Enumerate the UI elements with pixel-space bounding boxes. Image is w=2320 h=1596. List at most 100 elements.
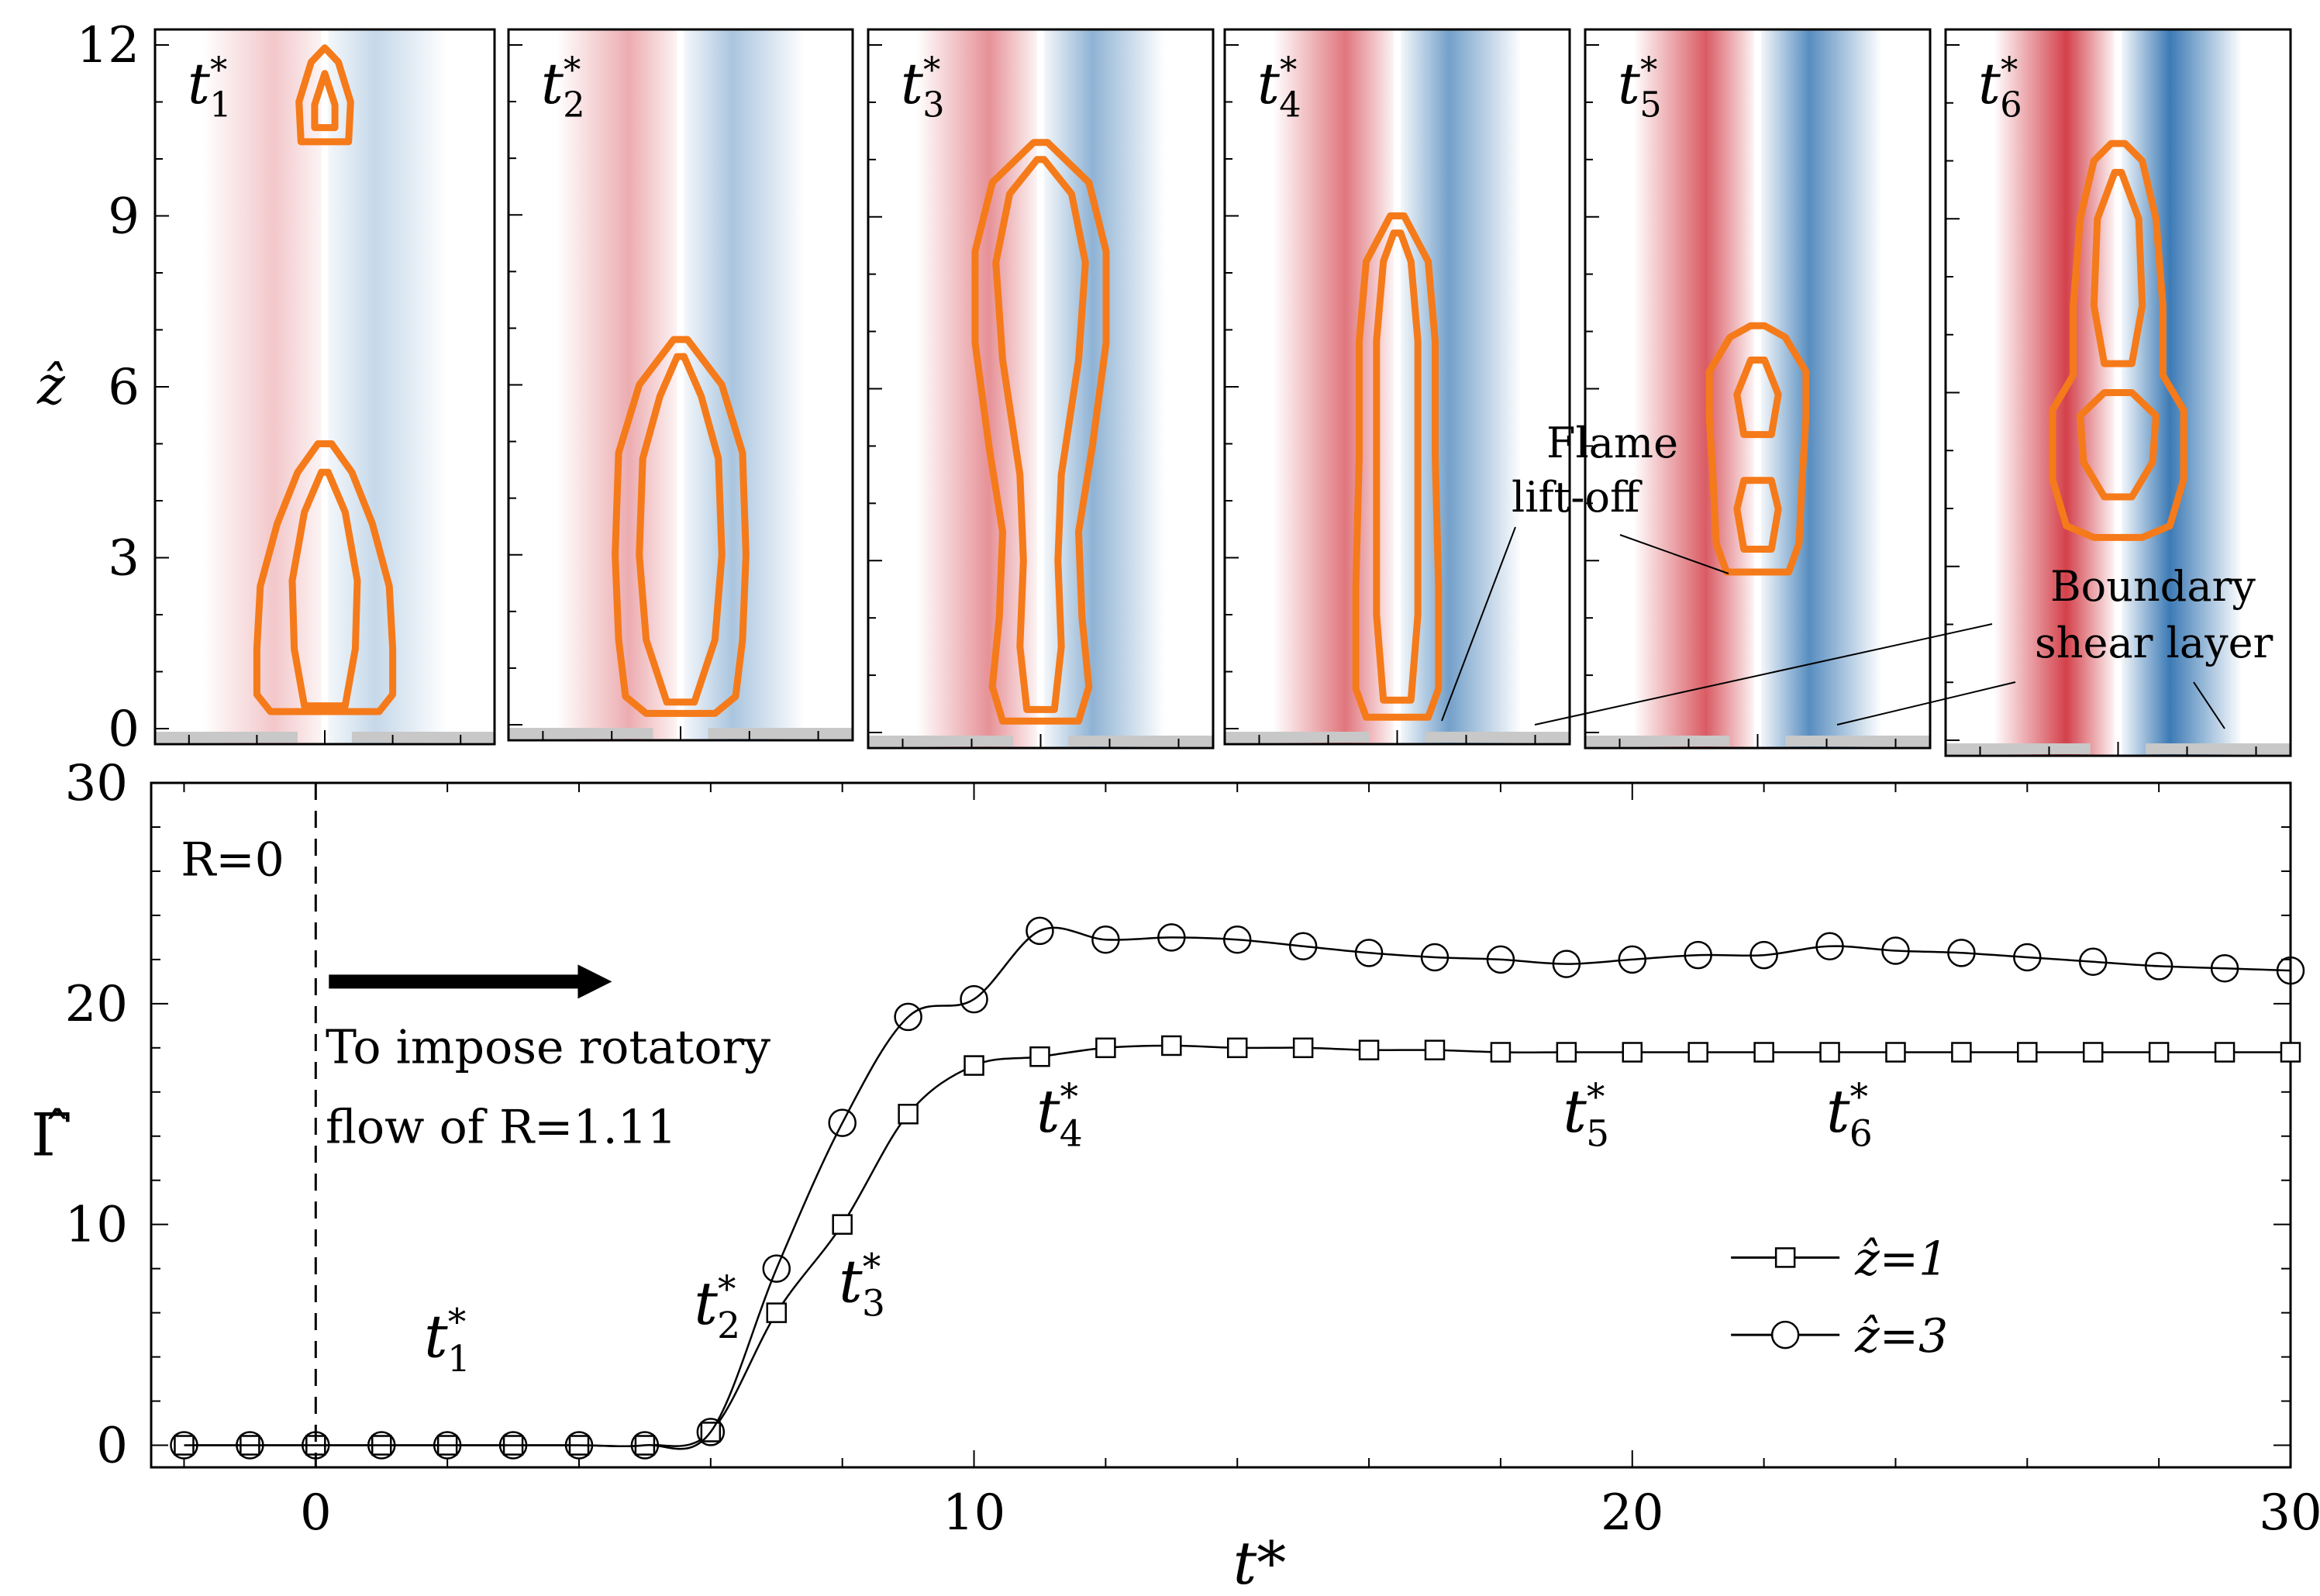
data-point-circle (367, 1431, 396, 1460)
y-tick-label: 30 (65, 755, 128, 812)
data-point-circle (236, 1431, 264, 1460)
data-point-square (832, 1214, 853, 1235)
flame-liftoff-leader-a (1441, 526, 1516, 722)
flame-contour-outer (2049, 140, 2187, 541)
data-point-circle (498, 1431, 528, 1460)
flame-island-outer (295, 44, 354, 146)
data-point-square (2082, 1042, 2104, 1063)
nozzle-wall-right (1068, 736, 1213, 746)
panel-y-tick-label: 3 (108, 530, 140, 588)
data-point-circle (2210, 954, 2239, 983)
data-point-circle (1749, 940, 1778, 970)
panel-time-label-3: t* 3 (901, 50, 945, 126)
panel-y-tick-label: 0 (108, 701, 140, 758)
negative-vorticity-band (1043, 29, 1165, 748)
data-point-circle (630, 1431, 660, 1460)
nozzle-wall-left (1225, 732, 1370, 743)
data-point-square (1951, 1042, 1972, 1063)
boundary-shear-leader-b (1836, 681, 2016, 726)
chart-time-label-5: t* 5 (1563, 1076, 1609, 1155)
boundary-shear-label-line1: Boundary (2050, 562, 2256, 611)
flame-liftoff-label-line2: lift-off (1512, 473, 1643, 522)
data-point-square (1358, 1039, 1380, 1060)
data-point-circle (1684, 940, 1712, 970)
data-point-circle (894, 1002, 922, 1032)
nozzle-wall-right (1785, 736, 1930, 746)
data-point-square (1556, 1042, 1577, 1063)
flame-contour-outer (1352, 212, 1443, 721)
panel-5: t* 5 (1584, 28, 1932, 750)
nozzle-wall-right (708, 728, 853, 739)
flame-contour-inner (636, 353, 726, 706)
data-point-circle (696, 1418, 726, 1446)
flame-contour-outer (1705, 322, 1810, 576)
legend-circle-marker (1770, 1320, 1800, 1350)
boundary-shear-leader-a (1534, 623, 1993, 726)
data-point-square (964, 1055, 984, 1076)
flame-contour-outer (971, 139, 1110, 725)
legend-square-marker (1774, 1247, 1796, 1268)
nozzle-wall-left (1946, 743, 2091, 754)
flame-contour-outer (253, 440, 397, 715)
panel-y-tick-label: 6 (108, 359, 140, 416)
panel-annotations: Flame lift-off Boundary shear layer (1441, 419, 2273, 729)
x-tick-label: 10 (943, 1484, 1005, 1542)
data-point-square (2017, 1042, 2038, 1063)
boundary-shear-leader-c (2193, 681, 2225, 729)
data-point-square (2214, 1042, 2236, 1063)
nozzle-wall-right (2146, 743, 2291, 754)
data-point-circle (1486, 945, 1515, 974)
vorticity-panels: t* 1 t* 2 t* 3 t* 4 t* 5 t* 6 0 3 6 9 12 ẑ Flame lift-off Bo… (36, 17, 2292, 758)
data-point-circle (1222, 925, 1252, 954)
negative-vorticity-band (328, 29, 447, 744)
data-point-circle (433, 1431, 462, 1460)
panel-time-label-4: t* 4 (1257, 50, 1301, 126)
data-point-square (1687, 1042, 1708, 1063)
data-point-square (898, 1104, 919, 1125)
flame-contour-inner (1373, 229, 1422, 704)
panel-3: t* 3 (867, 28, 1215, 750)
data-point-circle (1420, 943, 1450, 972)
flame-island-inner (311, 70, 339, 132)
chart-time-label-4: t* 4 (1036, 1076, 1083, 1155)
data-point-square (2148, 1042, 2170, 1063)
data-point-circle (1091, 925, 1120, 954)
data-point-square (1292, 1037, 1314, 1059)
panel-time-label-2: t* 2 (541, 50, 585, 126)
positive-vorticity-band (916, 29, 1038, 748)
nozzle-wall-left (508, 728, 653, 739)
negative-vorticity-band (2121, 29, 2242, 756)
flame-contour-inner (2077, 389, 2160, 501)
flame-contour-outer (612, 336, 750, 717)
data-point-square (1424, 1039, 1446, 1060)
chart-time-label-2: t* 2 (694, 1268, 740, 1347)
y-axis-label: Γ̂ (31, 1101, 72, 1170)
panel-6: t* 6 (1944, 28, 2292, 757)
x-tick-label: 30 (2259, 1484, 2320, 1542)
positive-vorticity-band (202, 29, 322, 744)
panel-y-axis-label: ẑ (36, 356, 66, 417)
boundary-shear-label-line2: shear layer (2035, 619, 2273, 667)
data-point-circle (170, 1431, 198, 1460)
data-point-circle (1881, 936, 1910, 965)
nozzle-wall-right (352, 732, 495, 743)
series-1 (174, 1035, 2301, 1456)
data-point-circle (1552, 950, 1581, 978)
flame-contour-inner-upper (2090, 168, 2146, 367)
panel-y-tick-label: 12 (77, 17, 140, 74)
nozzle-wall-left (155, 732, 298, 743)
data-point-circle (1157, 923, 1186, 952)
legend-label-2: ẑ=3 (1854, 1309, 1948, 1363)
flame-liftoff-leader-b (1619, 534, 1729, 574)
circulation-chart: 0 10 20 30 0 10 20 30 t* Γ̂ R=0 To impose rotatory f… (31, 755, 2320, 1596)
x-axis-label: t* (1233, 1529, 1287, 1596)
panel-y-axis: 0 3 6 9 12 ẑ (36, 17, 140, 758)
data-point-square (766, 1302, 788, 1323)
data-point-square (1029, 1046, 1050, 1067)
data-point-square (1161, 1035, 1182, 1057)
data-point-circle (2276, 956, 2305, 985)
flame-contour-inner (288, 468, 361, 710)
data-point-square (1226, 1037, 1248, 1059)
impose-label-line2: flow of R=1.11 (326, 1100, 677, 1154)
positive-vorticity-band (1633, 29, 1755, 748)
